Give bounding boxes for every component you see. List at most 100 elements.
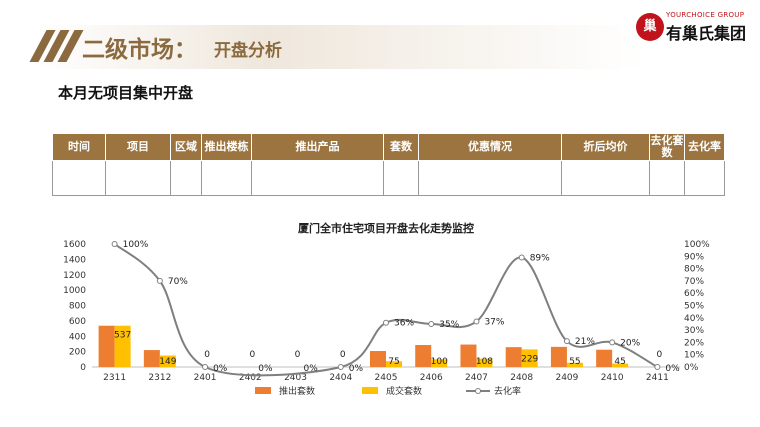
rate-point <box>428 320 435 327</box>
legend-label: 去化率 <box>494 385 521 397</box>
rate-point <box>518 254 525 261</box>
x-tick-label: 2401 <box>194 373 217 383</box>
rate-point <box>337 364 344 370</box>
bar-data-label: 0 <box>204 350 210 360</box>
logo-english-text: YOURCHOICE GROUP <box>666 11 745 19</box>
rate-data-label: 37% <box>484 317 504 327</box>
x-tick-label: 2403 <box>284 373 307 383</box>
bar-sold <box>114 325 131 367</box>
bar-sold <box>386 361 402 367</box>
bar-launched <box>596 349 613 367</box>
x-tick-label: 2311 <box>103 373 126 383</box>
y-right-tick-label: 80% <box>684 265 704 275</box>
table-header-cell: 去化率 <box>684 133 725 161</box>
bar-launched <box>98 325 115 367</box>
table-header-cell: 折后均价 <box>561 133 650 161</box>
bar-sold <box>612 363 629 367</box>
rate-data-label: 70% <box>168 277 188 287</box>
table-cell <box>418 160 562 196</box>
project-table: 时间 项目 区域 推出楼栋 推出产品 套数 优惠情况 折后均价 去化套数 去化率 <box>52 133 725 196</box>
table-cell <box>383 160 419 196</box>
y-left-tick-label: 1000 <box>63 286 86 296</box>
bar-sold <box>159 355 176 367</box>
table-header-cell: 优惠情况 <box>418 133 562 161</box>
rate-data-label: 36% <box>394 319 414 329</box>
table-body <box>52 160 725 196</box>
bar-launched <box>415 345 432 367</box>
header-band <box>0 25 760 69</box>
x-tick-label: 2408 <box>510 373 533 383</box>
rate-point <box>156 277 163 284</box>
bar-data-label: 537 <box>114 331 131 341</box>
rate-data-label: 0% <box>665 364 680 374</box>
rate-data-label: 0% <box>349 364 364 374</box>
y-right-tick-label: 100% <box>684 240 710 250</box>
x-tick-label: 2406 <box>420 373 443 383</box>
y-right-tick-label: 40% <box>684 314 704 324</box>
rate-data-label: 35% <box>439 320 459 330</box>
bar-data-label: 100 <box>431 357 448 367</box>
rate-point <box>473 318 480 325</box>
bar-launched <box>370 351 386 367</box>
y-left-tick-label: 600 <box>69 317 86 327</box>
table-row <box>52 160 725 196</box>
legend-swatch <box>255 387 271 394</box>
y-right-tick-label: 10% <box>684 351 704 361</box>
table-cell <box>52 160 106 196</box>
legend-label: 成交套数 <box>386 385 422 397</box>
legend-marker <box>475 388 481 394</box>
table-cell <box>251 160 384 196</box>
rate-point <box>609 339 616 346</box>
y-right-tick-label: 60% <box>684 289 704 299</box>
y-right-tick-label: 70% <box>684 277 704 287</box>
rate-point <box>111 241 118 247</box>
bar-data-label: 108 <box>476 357 493 367</box>
table-cell <box>170 160 202 196</box>
bar-sold <box>431 359 448 367</box>
bar-data-label: 149 <box>159 357 176 367</box>
x-tick-label: 2411 <box>646 373 669 383</box>
y-left-tick-label: 1400 <box>63 255 86 265</box>
table-header-cell: 时间 <box>52 133 106 161</box>
rate-series-line <box>113 243 658 377</box>
rate-data-label: 89% <box>530 254 550 264</box>
page-title: 二级市场： <box>82 37 197 63</box>
y-left-tick-label: 800 <box>69 302 86 312</box>
bar-data-label: 0 <box>295 350 301 360</box>
chart-title: 厦门全市住宅项目开盘去化走势监控 <box>298 221 474 235</box>
page-subtitle: 开盘分析 <box>214 41 282 61</box>
y-right-tick-label: 50% <box>684 302 704 312</box>
y-right-tick-label: 0% <box>684 363 699 373</box>
bar-launched <box>460 344 477 367</box>
rate-data-label: 0% <box>213 364 228 374</box>
company-logo: 巢 YOURCHOICE GROUP 有巢氏集团 <box>636 10 754 46</box>
rate-point <box>383 319 389 326</box>
x-tick-label: 2405 <box>375 373 398 383</box>
bar-data-label: 0 <box>657 350 663 360</box>
table-cell <box>105 160 171 196</box>
legend-swatch <box>362 387 378 394</box>
table-cell <box>201 160 252 196</box>
rate-data-label: 20% <box>620 338 640 348</box>
bar-sold <box>476 358 493 367</box>
table-header-cell: 推出产品 <box>251 133 384 161</box>
bar-launched <box>143 350 160 367</box>
rate-data-label: 21% <box>575 337 595 347</box>
x-tick-label: 2312 <box>148 373 171 383</box>
x-tick-label: 2402 <box>239 373 262 383</box>
legend-label: 推出套数 <box>279 385 315 397</box>
logo-mark-icon: 巢 <box>636 13 664 41</box>
table-cell <box>561 160 650 196</box>
bar-sold <box>521 349 538 367</box>
rate-data-label: 100% <box>123 240 149 250</box>
logo-chinese-text: 有巢氏集团 <box>666 24 747 43</box>
y-left-tick-label: 400 <box>69 332 86 342</box>
x-tick-label: 2409 <box>555 373 578 383</box>
bar-data-label: 229 <box>521 354 538 364</box>
table-cell <box>684 160 725 196</box>
bar-launched <box>550 346 567 367</box>
section-heading: 本月无项目集中开盘 <box>58 84 194 102</box>
y-left-tick-label: 1200 <box>63 271 86 281</box>
y-right-tick-label: 20% <box>684 338 704 348</box>
bar-launched <box>505 347 522 367</box>
